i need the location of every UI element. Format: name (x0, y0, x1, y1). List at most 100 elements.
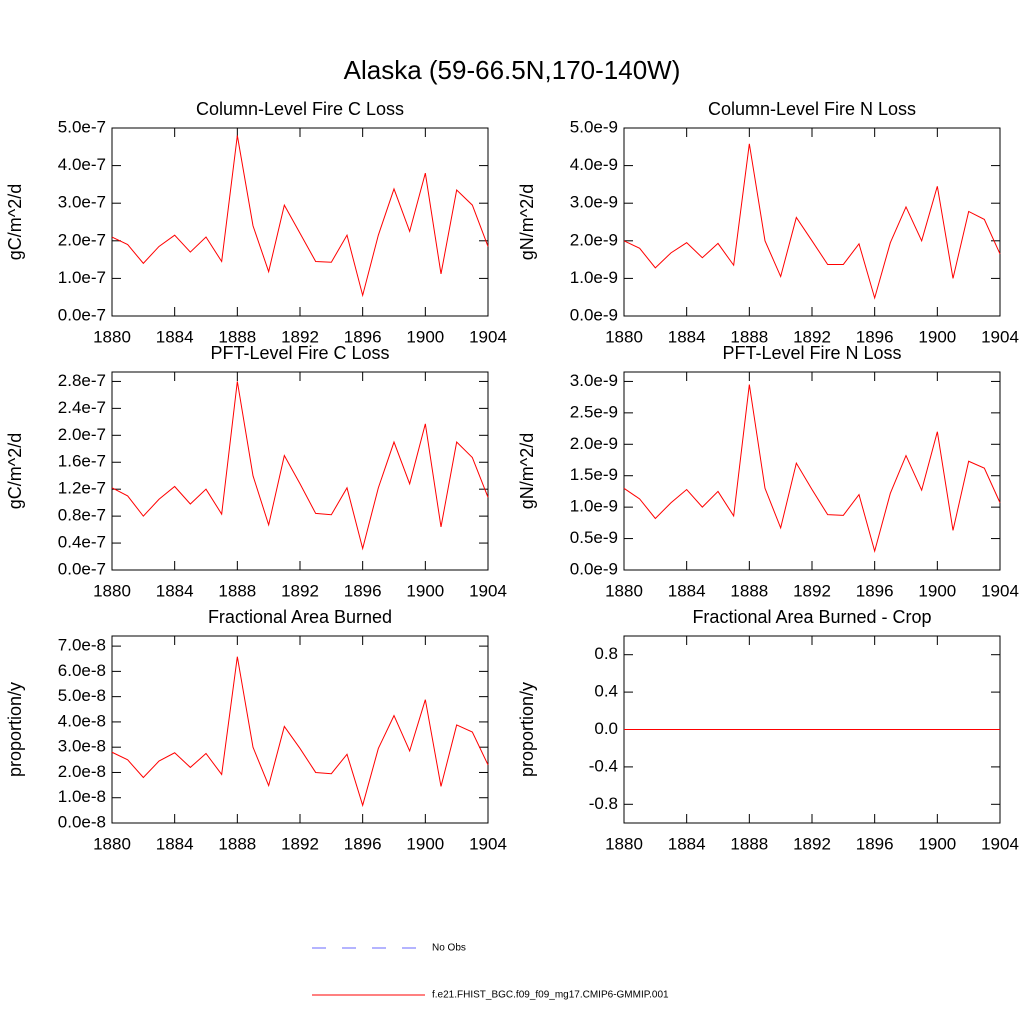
y-tick-label: 2.0e-8 (58, 762, 106, 781)
y-tick-label: 2.5e-9 (570, 402, 618, 421)
y-tick-label: 5.0e-7 (58, 117, 106, 136)
data-line (111, 381, 489, 551)
y-tick-label: 4.0e-9 (570, 155, 618, 174)
y-tick-label: 4.0e-8 (58, 711, 106, 730)
y-tick-label: 3.0e-8 (58, 737, 106, 756)
y-axis-label: proportion/y (5, 682, 25, 777)
x-tick-label: 1884 (668, 327, 706, 346)
x-tick-label: 1888 (730, 581, 768, 600)
x-tick-label: 1904 (981, 327, 1019, 346)
legend-label: f.e21.FHIST_BGC.f09_f09_mg17.CMIP6-GMMIP… (432, 990, 669, 1001)
subplot-title: Column-Level Fire N Loss (708, 99, 916, 119)
y-tick-label: 3.0e-9 (570, 371, 618, 390)
x-tick-label: 1900 (918, 834, 956, 853)
y-tick-label: 1.2e-7 (58, 479, 106, 498)
data-line (111, 135, 489, 298)
y-tick-label: 0.0e-7 (58, 305, 106, 324)
x-tick-label: 1896 (344, 834, 382, 853)
y-tick-label: -0.8 (589, 794, 618, 813)
y-tick-label: 1.0e-7 (58, 268, 106, 287)
y-tick-label: 5.0e-9 (570, 117, 618, 136)
y-tick-label: 2.0e-7 (58, 230, 106, 249)
x-tick-label: 1900 (918, 327, 956, 346)
subplot-title: PFT-Level Fire N Loss (722, 343, 901, 363)
x-tick-label: 1896 (856, 834, 894, 853)
y-axis-label: gN/m^2/d (517, 184, 537, 260)
x-tick-label: 1904 (981, 834, 1019, 853)
legend-label: No Obs (432, 943, 466, 954)
y-tick-label: 1.0e-8 (58, 787, 106, 806)
y-tick-label: 2.0e-9 (570, 230, 618, 249)
x-tick-label: 1880 (605, 834, 643, 853)
y-tick-label: 0.0 (594, 719, 618, 738)
y-tick-label: 0.5e-9 (570, 528, 618, 547)
y-axis-label: gC/m^2/d (5, 184, 25, 260)
x-tick-label: 1904 (469, 834, 507, 853)
y-tick-label: 0.0e-9 (570, 305, 618, 324)
y-tick-label: 1.0e-9 (570, 497, 618, 516)
y-tick-label: 2.0e-7 (58, 425, 106, 444)
y-axis-label: gN/m^2/d (517, 433, 537, 509)
y-tick-label: 0.4 (594, 682, 618, 701)
x-tick-label: 1880 (605, 581, 643, 600)
subplot-title: Column-Level Fire C Loss (196, 99, 404, 119)
x-tick-label: 1888 (218, 581, 256, 600)
x-tick-label: 1900 (918, 581, 956, 600)
subplot-title: PFT-Level Fire C Loss (210, 343, 389, 363)
x-tick-label: 1880 (605, 327, 643, 346)
y-tick-label: 0.8 (594, 644, 618, 663)
y-tick-label: 0.4e-7 (58, 533, 106, 552)
x-tick-label: 1896 (344, 327, 382, 346)
figure-title: Alaska (59-66.5N,170-140W) (344, 55, 681, 85)
y-tick-label: 1.6e-7 (58, 452, 106, 471)
y-tick-label: 0.0e-8 (58, 812, 106, 831)
y-tick-label: 7.0e-8 (58, 636, 106, 655)
data-line (623, 143, 1001, 300)
y-tick-label: 2.0e-9 (570, 434, 618, 453)
y-tick-label: 2.4e-7 (58, 398, 106, 417)
x-tick-label: 1884 (156, 834, 194, 853)
y-axis-label: proportion/y (517, 682, 537, 777)
x-tick-label: 1904 (981, 581, 1019, 600)
y-tick-label: 4.0e-7 (58, 155, 106, 174)
x-tick-label: 1892 (281, 834, 319, 853)
x-tick-label: 1892 (793, 581, 831, 600)
y-tick-label: -0.4 (589, 756, 618, 775)
x-tick-label: 1888 (730, 834, 768, 853)
x-tick-label: 1884 (668, 834, 706, 853)
x-tick-label: 1880 (93, 581, 131, 600)
x-tick-label: 1892 (281, 581, 319, 600)
data-line (111, 656, 489, 808)
y-tick-label: 5.0e-8 (58, 686, 106, 705)
y-tick-label: 0.0e-9 (570, 559, 618, 578)
x-tick-label: 1896 (344, 581, 382, 600)
x-tick-label: 1888 (730, 327, 768, 346)
x-tick-label: 1904 (469, 327, 507, 346)
subplot-title: Fractional Area Burned - Crop (692, 607, 931, 627)
y-axis-label: gC/m^2/d (5, 433, 25, 509)
subplot-title: Fractional Area Burned (208, 607, 392, 627)
x-tick-label: 1900 (406, 834, 444, 853)
x-tick-label: 1892 (793, 327, 831, 346)
x-tick-label: 1884 (668, 581, 706, 600)
x-tick-label: 1884 (156, 327, 194, 346)
x-tick-label: 1896 (856, 581, 894, 600)
y-tick-label: 2.8e-7 (58, 371, 106, 390)
x-tick-label: 1880 (93, 834, 131, 853)
x-tick-label: 1892 (793, 834, 831, 853)
y-tick-label: 0.8e-7 (58, 506, 106, 525)
y-tick-label: 1.5e-9 (570, 465, 618, 484)
y-tick-label: 1.0e-9 (570, 268, 618, 287)
x-tick-label: 1896 (856, 327, 894, 346)
x-tick-label: 1892 (281, 327, 319, 346)
data-line (623, 384, 1001, 554)
x-tick-label: 1888 (218, 834, 256, 853)
x-tick-label: 1904 (469, 581, 507, 600)
y-tick-label: 3.0e-7 (58, 193, 106, 212)
x-tick-label: 1880 (93, 327, 131, 346)
y-tick-label: 3.0e-9 (570, 193, 618, 212)
y-tick-label: 0.0e-7 (58, 559, 106, 578)
x-tick-label: 1900 (406, 581, 444, 600)
